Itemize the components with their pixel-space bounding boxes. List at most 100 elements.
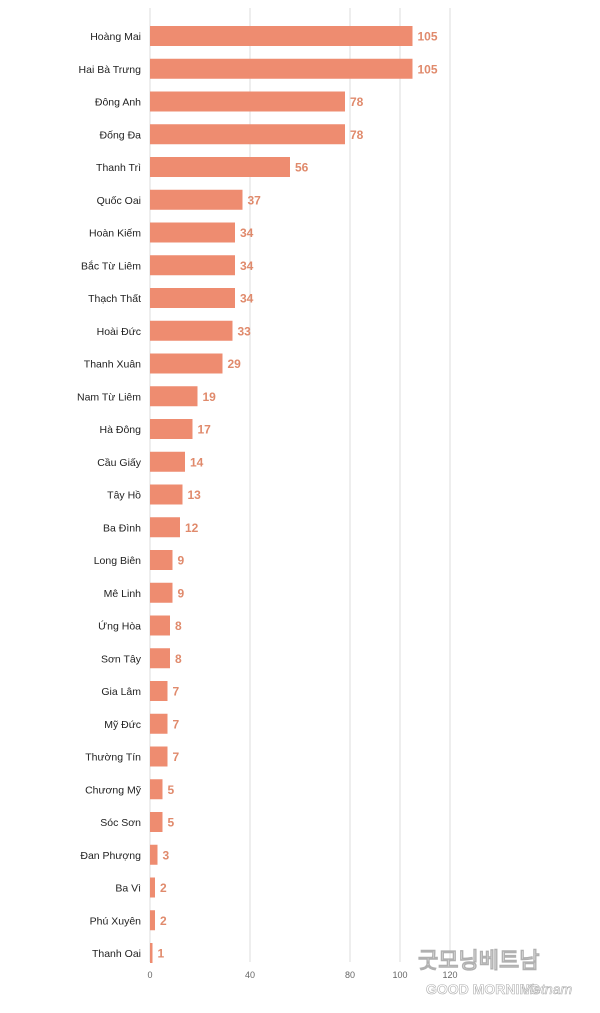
category-label: Thạch Thất <box>88 293 141 305</box>
category-label: Sơn Tây <box>101 653 142 665</box>
bar <box>150 517 180 538</box>
bar <box>150 26 413 46</box>
category-label: Cầu Giấy <box>97 457 142 469</box>
bar <box>150 844 158 865</box>
value-labels: 1051057878563734343433291917141312998877… <box>158 30 438 961</box>
category-label: Hoàng Mai <box>90 31 141 43</box>
bar <box>150 713 168 734</box>
value-label: 3 <box>163 848 170 862</box>
category-label: Hoàn Kiếm <box>89 228 141 240</box>
value-label: 78 <box>350 95 364 109</box>
category-label: Chương Mỹ <box>85 784 142 796</box>
watermark-logo: 굿모닝베트남 GOOD MORNING Vietnam <box>418 948 573 998</box>
category-label: Thanh Oai <box>92 948 141 960</box>
category-label: Mỹ Đức <box>104 719 141 731</box>
category-label: Ba Vì <box>115 883 141 895</box>
bar <box>150 288 235 308</box>
category-label: Ba Đình <box>103 522 141 534</box>
value-label: 1 <box>158 947 165 961</box>
value-label: 7 <box>173 717 180 731</box>
value-label: 105 <box>418 62 438 76</box>
category-label: Thường Tín <box>85 752 141 764</box>
bar <box>150 419 193 439</box>
category-label: Quốc Oai <box>97 195 141 207</box>
value-label: 33 <box>238 324 252 338</box>
category-label: Thanh Xuân <box>84 359 141 371</box>
x-tick-label: 100 <box>392 970 407 980</box>
value-label: 56 <box>295 161 309 175</box>
bar <box>150 484 183 505</box>
bar <box>150 877 155 898</box>
category-label: Sóc Sơn <box>100 817 141 829</box>
bar <box>150 582 173 603</box>
bar <box>150 550 173 570</box>
bars <box>150 26 413 963</box>
value-label: 19 <box>203 390 217 404</box>
bar <box>150 943 153 963</box>
bar <box>150 648 170 669</box>
category-label: Tây Hồ <box>107 490 141 502</box>
bar <box>150 91 345 112</box>
value-label: 34 <box>240 292 254 306</box>
x-tick-label: 120 <box>442 970 457 980</box>
value-label: 7 <box>173 750 180 764</box>
bar <box>150 353 223 374</box>
bar <box>150 779 163 800</box>
category-label: Ứng Hòa <box>98 620 141 633</box>
bar <box>150 124 345 145</box>
bar <box>150 320 233 341</box>
value-label: 37 <box>248 193 262 207</box>
watermark-korean: 굿모닝베트남 <box>418 948 539 973</box>
value-label: 13 <box>188 488 202 502</box>
value-label: 2 <box>160 914 167 928</box>
category-labels: Hoàng Mai Hai Bà Trưng Đông Anh Đống Đa Than… <box>77 31 142 960</box>
bar <box>150 255 235 276</box>
bar <box>150 58 413 79</box>
category-label: Hà Đông <box>100 424 142 436</box>
value-label: 17 <box>198 423 212 437</box>
value-label: 8 <box>175 652 182 666</box>
value-label: 14 <box>190 455 204 469</box>
value-label: 34 <box>240 259 254 273</box>
value-label: 5 <box>168 816 175 830</box>
watermark-line1: GOOD MORNING <box>426 981 540 997</box>
value-label: 105 <box>418 30 438 44</box>
bar <box>150 812 163 832</box>
category-label: Đông Anh <box>95 97 141 109</box>
category-label: Gia Lâm <box>101 686 141 698</box>
category-label: Long Biên <box>94 555 141 567</box>
category-label: Đan Phượng <box>80 850 141 862</box>
value-label: 34 <box>240 226 254 240</box>
category-label: Đống Đa <box>100 129 142 141</box>
value-label: 78 <box>350 128 364 142</box>
category-label: Bắc Từ Liêm <box>81 259 141 272</box>
x-tick-label: 80 <box>345 970 355 980</box>
x-tick-label: 0 <box>147 970 152 980</box>
category-label: Mê Linh <box>104 588 142 600</box>
x-tick-label: 40 <box>245 970 255 980</box>
bar <box>150 189 243 210</box>
x-axis-ticks: 0 40 80 100 120 <box>147 970 457 980</box>
category-label: Hoài Đức <box>97 326 141 338</box>
value-label: 29 <box>228 357 242 371</box>
value-label: 2 <box>160 881 167 895</box>
watermark-line2: Vietnam <box>521 981 572 997</box>
bar <box>150 451 185 472</box>
value-label: 9 <box>178 554 185 568</box>
bar <box>150 746 168 767</box>
category-label: Phú Xuyên <box>90 915 142 927</box>
value-label: 5 <box>168 783 175 797</box>
bar <box>150 910 155 931</box>
value-label: 7 <box>173 685 180 699</box>
value-label: 8 <box>175 619 182 633</box>
bar <box>150 615 170 636</box>
bar <box>150 681 168 701</box>
category-label: Hai Bà Trưng <box>79 64 142 76</box>
category-label: Thanh Trì <box>96 162 141 174</box>
gridlines <box>149 8 451 962</box>
bar <box>150 157 290 177</box>
bar <box>150 386 198 407</box>
value-label: 12 <box>185 521 199 535</box>
